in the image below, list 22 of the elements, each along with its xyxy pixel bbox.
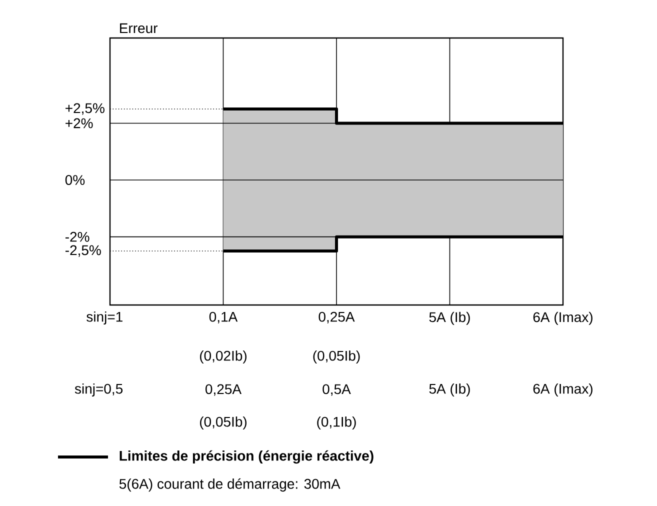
y-tick-label: 0% [65, 175, 85, 185]
text: 6A (Imax) [533, 383, 592, 397]
x-tick-label: 0,25A [318, 312, 355, 324]
y-tick-label: -2% [65, 232, 90, 242]
legend-label: Limites de précision (énergie réactive) [120, 450, 374, 464]
text: (0,05Ib) [200, 416, 247, 430]
x-tick-label: 5A (Ib) [429, 312, 470, 325]
text: 0,25A [206, 384, 242, 396]
text: (0,05Ib) [313, 350, 360, 364]
text: 5(6A) courant de démarrage: 30mA [119, 478, 340, 492]
text: (0,02Ib) [200, 350, 247, 364]
text: sinj=1 [86, 311, 122, 325]
y-tick-label: -2,5% [65, 245, 101, 257]
text: 5A (Ib) [429, 383, 470, 397]
y-tick-label: +2,5% [66, 103, 104, 115]
y-tick-label: +2% [66, 118, 93, 128]
x-tick-label: 6A (Imax) [533, 312, 592, 325]
text: (0,1Ib) [317, 416, 356, 430]
text: 0,5A [322, 384, 351, 396]
y-axis-title: Erreur [120, 23, 158, 34]
x-tick-label: 0,1A [209, 312, 238, 324]
text: sinj=0,5 [74, 383, 123, 397]
